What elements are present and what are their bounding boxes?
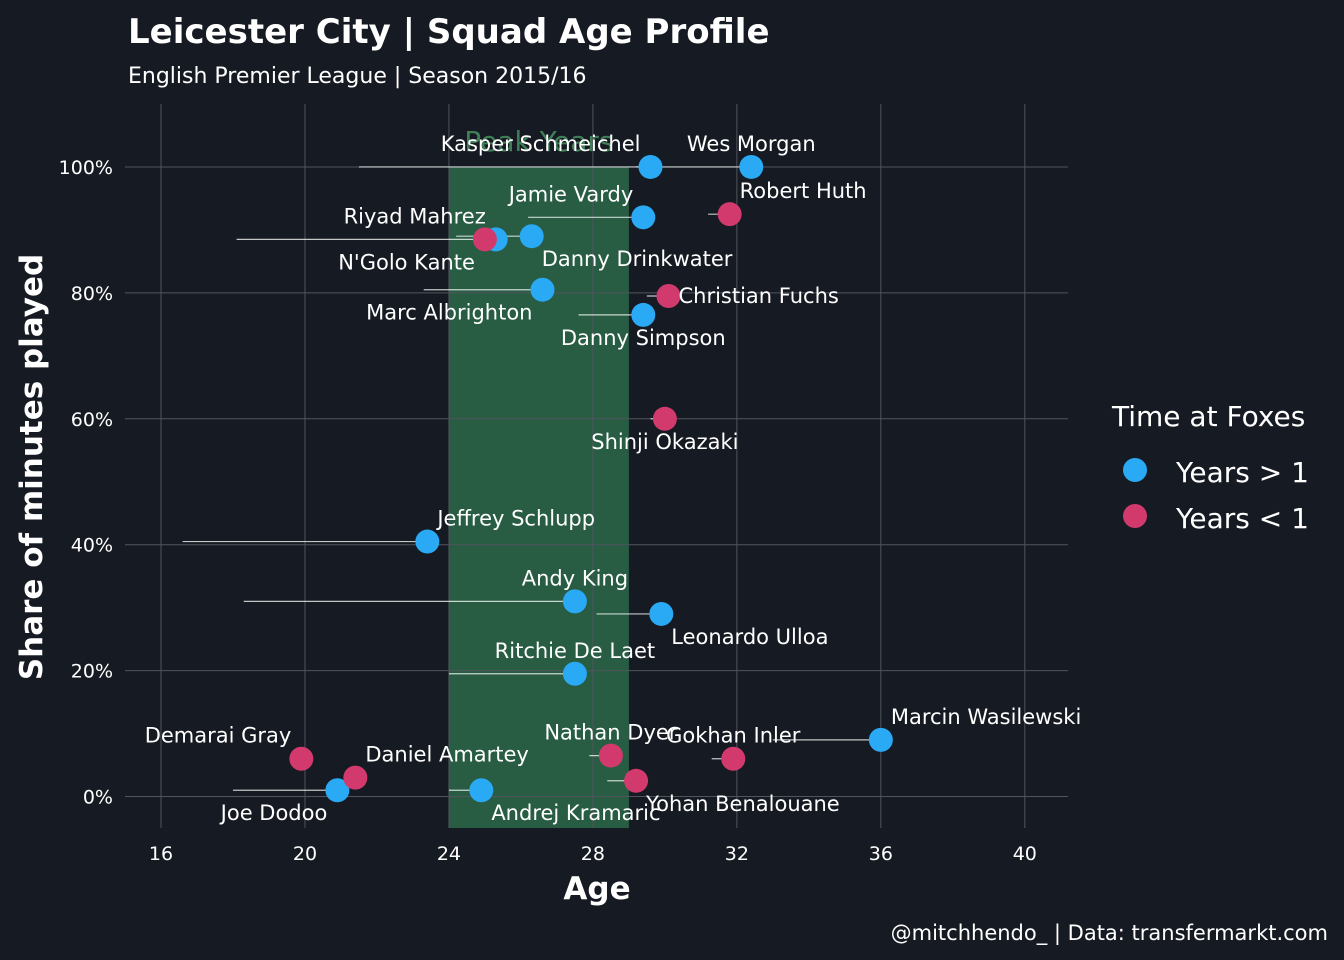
point-danny-drinkwater: [519, 224, 544, 249]
x-axis-title: Age: [563, 871, 630, 907]
label-ritchie-de-laet: Ritchie De Laet: [495, 639, 655, 663]
point-joe-dodoo: [325, 778, 350, 803]
label-daniel-amartey: Daniel Amartey: [365, 743, 529, 767]
point-andrej-kramaric: [469, 778, 494, 803]
legend: Time at Foxes Years > 1 Years < 1: [1111, 400, 1309, 535]
label-yohan-benalouane: Yohan Benalouane: [645, 792, 840, 816]
point-jeffrey-schlupp: [415, 529, 440, 554]
label-leonardo-ulloa: Leonardo Ulloa: [671, 625, 828, 649]
point-daniel-amartey: [343, 765, 368, 790]
label-kasper-schmeichel: Kasper Schmeichel: [441, 132, 641, 156]
point-christian-fuchs: [656, 284, 681, 309]
label-andrej-kramaric: Andrej Kramaric: [491, 801, 660, 825]
point-kasper-schmeichel: [638, 154, 663, 179]
legend-marker-years-lt-1: [1123, 504, 1147, 528]
y-tick-label: 0%: [83, 787, 113, 809]
chart-caption: @mitchhendo_ | Data: transfermarkt.com: [891, 921, 1328, 946]
y-tick-label: 60%: [71, 409, 113, 431]
label-n-golo-kante: N'Golo Kante: [338, 250, 475, 274]
point-demarai-gray: [289, 746, 314, 771]
legend-label-years-gt-1: Years > 1: [1175, 456, 1309, 489]
x-tick-label: 16: [149, 843, 173, 865]
point-gokhan-inler: [721, 746, 746, 771]
label-christian-fuchs: Christian Fuchs: [678, 284, 838, 308]
label-andy-king: Andy King: [522, 566, 628, 590]
x-tick-label: 24: [437, 843, 461, 865]
y-tick-label: 80%: [71, 283, 113, 305]
label-riyad-mahrez: Riyad Mahrez: [344, 204, 486, 228]
y-tick-label: 20%: [71, 661, 113, 683]
label-jamie-vardy: Jamie Vardy: [507, 182, 634, 206]
point-robert-huth: [717, 202, 742, 227]
label-jeffrey-schlupp: Jeffrey Schlupp: [435, 507, 595, 531]
legend-marker-years-gt-1: [1123, 458, 1147, 482]
label-marcin-wasilewski: Marcin Wasilewski: [891, 705, 1081, 729]
label-danny-simpson: Danny Simpson: [561, 326, 726, 350]
chart-subtitle: English Premier League | Season 2015/16: [128, 64, 587, 89]
point-yohan-benalouane: [624, 768, 649, 793]
legend-title: Time at Foxes: [1111, 400, 1305, 433]
point-leonardo-ulloa: [649, 601, 674, 626]
legend-label-years-lt-1: Years < 1: [1175, 502, 1309, 535]
x-tick-label: 40: [1013, 843, 1037, 865]
label-wes-morgan: Wes Morgan: [687, 132, 816, 156]
label-gokhan-inler: Gokhan Inler: [666, 724, 801, 748]
label-nathan-dyer: Nathan Dyer: [544, 721, 677, 745]
y-tick-label: 100%: [59, 157, 113, 179]
label-robert-huth: Robert Huth: [740, 179, 867, 203]
point-nathan-dyer: [598, 743, 623, 768]
point-wes-morgan: [739, 154, 764, 179]
peak-years-label: Peak Years: [464, 125, 613, 158]
point-ritchie-de-laet: [562, 661, 587, 686]
point-marc-albrighton: [530, 277, 555, 302]
point-shinji-okazaki: [652, 406, 677, 431]
point-jamie-vardy: [631, 205, 656, 230]
label-danny-drinkwater: Danny Drinkwater: [542, 247, 733, 271]
point-danny-simpson: [631, 302, 656, 327]
x-tick-label: 36: [869, 843, 893, 865]
point-andy-king: [562, 589, 587, 614]
y-axis-title: Share of minutes played: [14, 254, 50, 680]
x-tick-label: 32: [725, 843, 749, 865]
label-shinji-okazaki: Shinji Okazaki: [591, 430, 738, 454]
label-marc-albrighton: Marc Albrighton: [366, 301, 532, 325]
label-demarai-gray: Demarai Gray: [145, 724, 292, 748]
x-tick-label: 20: [293, 843, 317, 865]
y-tick-label: 40%: [71, 535, 113, 557]
chart-title: Leicester City | Squad Age Profile: [128, 12, 770, 52]
x-tick-label: 28: [581, 843, 605, 865]
label-joe-dodoo: Joe Dodoo: [219, 801, 328, 825]
peak-years-band: [448, 166, 629, 828]
point-marcin-wasilewski: [868, 727, 893, 752]
point-n-golo-kante: [472, 227, 497, 252]
